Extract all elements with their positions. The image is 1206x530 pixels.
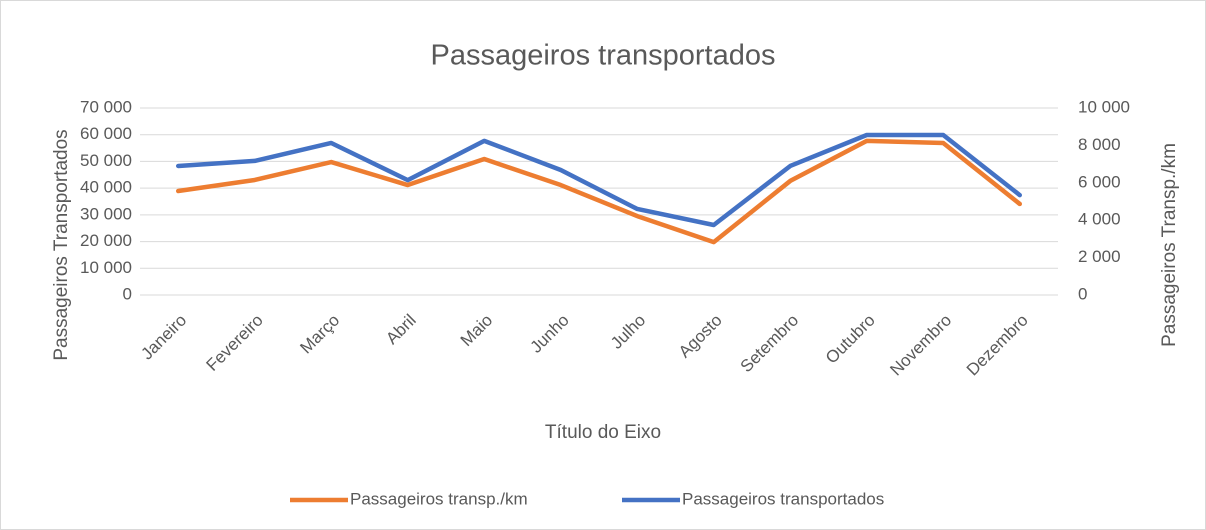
- series-line: [176, 138, 1022, 245]
- y-tick-label: 70 000: [80, 97, 132, 116]
- series-line: [176, 132, 1022, 228]
- y2-tick-label: 4 000: [1078, 210, 1121, 229]
- x-axis-title: Título do Eixo: [545, 422, 661, 443]
- legend-label: Passageiros transportados: [682, 489, 884, 508]
- y-tick-label: 0: [123, 284, 132, 303]
- y2-tick-label: 2 000: [1078, 247, 1121, 266]
- y2-axis-title: Passageiros Transp./km: [1159, 143, 1180, 347]
- y-tick-label: 50 000: [80, 151, 132, 170]
- y2-tick-label: 10 000: [1078, 97, 1130, 116]
- y2-tick-label: 6 000: [1078, 172, 1121, 191]
- y2-tick-label: 0: [1078, 284, 1087, 303]
- y-axis-title: Passageiros Transportados: [51, 129, 72, 360]
- y-tick-label: 30 000: [80, 204, 132, 223]
- y-tick-label: 20 000: [80, 231, 132, 250]
- y-tick-label: 60 000: [80, 124, 132, 143]
- chart-title: Passageiros transportados: [431, 40, 776, 72]
- y-tick-label: 10 000: [80, 258, 132, 277]
- y2-tick-label: 8 000: [1078, 135, 1121, 154]
- legend-label: Passageiros transp./km: [350, 489, 528, 508]
- y-tick-label: 40 000: [80, 178, 132, 197]
